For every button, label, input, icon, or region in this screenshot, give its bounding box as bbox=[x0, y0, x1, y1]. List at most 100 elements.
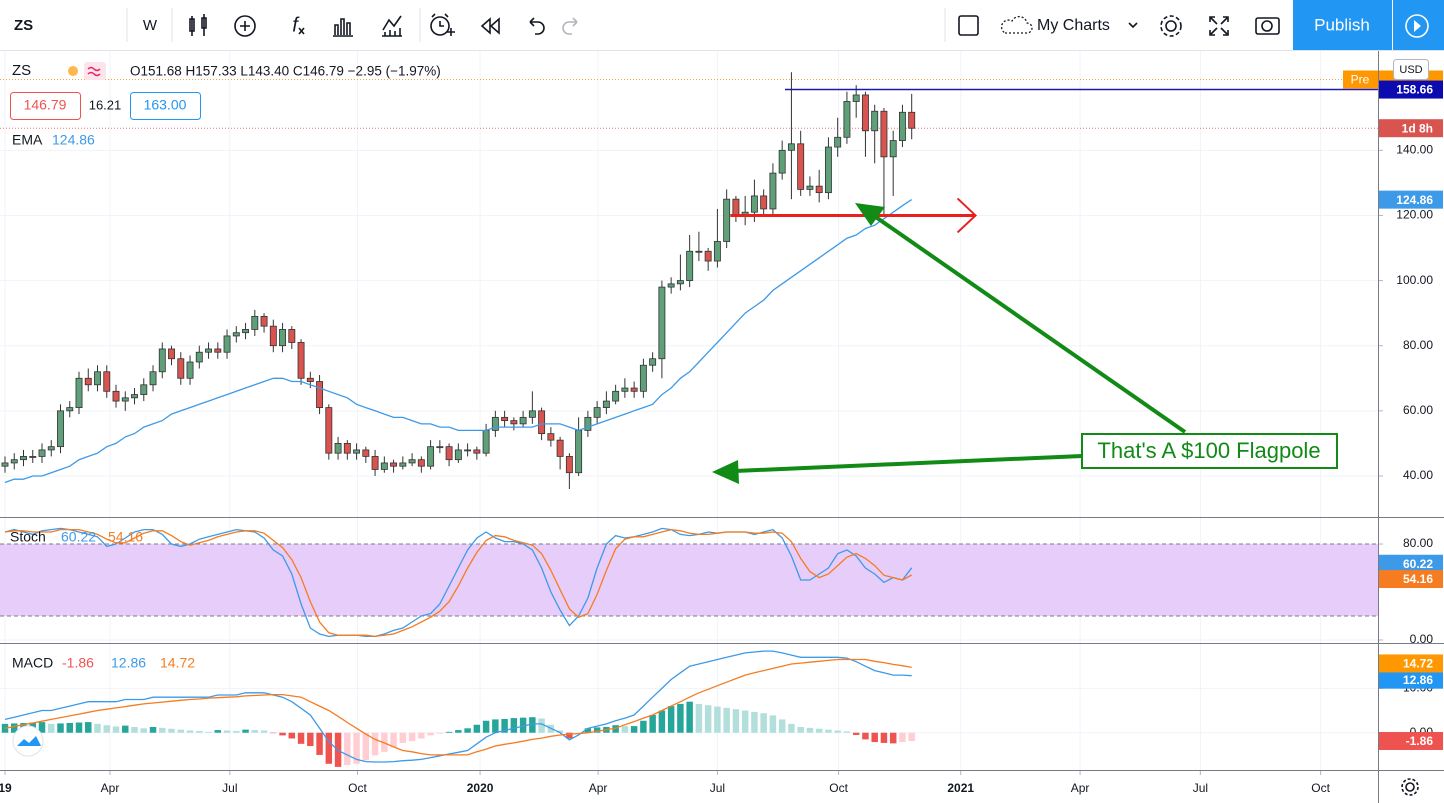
macd-badge-bg bbox=[1379, 670, 1443, 689]
candle-body bbox=[649, 358, 657, 366]
macd-histogram-bar bbox=[122, 725, 129, 733]
toolbar-bg bbox=[0, 0, 1444, 50]
macd-histogram-bar bbox=[640, 720, 647, 733]
redo-button[interactable] bbox=[562, 17, 578, 35]
stoch-legend-name: Stoch bbox=[10, 529, 46, 545]
templates-button[interactable] bbox=[333, 18, 353, 37]
macd-histogram-bar bbox=[815, 728, 823, 733]
publish-button[interactable]: Publish bbox=[1293, 0, 1392, 50]
indicators-button[interactable]: f bbox=[292, 14, 305, 36]
my-charts-button[interactable]: My Charts bbox=[1000, 15, 1138, 35]
macd-line bbox=[4, 650, 912, 763]
candle-body bbox=[686, 250, 694, 281]
macd-hist-badge-bg bbox=[1379, 731, 1443, 750]
strategy-button[interactable] bbox=[382, 15, 402, 37]
candle-body bbox=[621, 387, 629, 392]
candle-body bbox=[131, 394, 138, 399]
replay-button[interactable] bbox=[480, 17, 500, 35]
macd-histogram-bar bbox=[436, 732, 444, 734]
x-tick-label: 2021 bbox=[947, 781, 974, 795]
flagpole-annotation: That's A $100 Flagpole bbox=[712, 203, 1338, 484]
macd-histogram-bar bbox=[732, 709, 740, 733]
macd-histogram-bar bbox=[825, 729, 832, 733]
macd-histogram-bar bbox=[168, 728, 175, 733]
macd-histogram-bar bbox=[880, 732, 888, 743]
macd-histogram-bar bbox=[297, 732, 305, 744]
macd-histogram-bar bbox=[112, 726, 120, 733]
macd-histogram-bar bbox=[723, 707, 730, 733]
candle-body bbox=[47, 446, 55, 451]
macd-histogram-bar bbox=[48, 723, 55, 733]
y-tick-label: 80.00 bbox=[1403, 536, 1433, 550]
candle-body bbox=[103, 371, 111, 392]
compare-button[interactable] bbox=[234, 15, 256, 37]
pre-badge-bg bbox=[1343, 70, 1378, 89]
interval-button[interactable]: W bbox=[143, 17, 158, 34]
macd-histogram-bar bbox=[649, 714, 656, 733]
x-tick-label: Apr bbox=[1071, 781, 1090, 795]
macd-histogram-bar bbox=[686, 701, 693, 733]
layout-button[interactable] bbox=[958, 15, 979, 36]
symbol-search[interactable]: ZS bbox=[14, 17, 33, 34]
countdown-badge: 1d 8h bbox=[1402, 121, 1433, 135]
candle-body bbox=[519, 416, 527, 425]
snapshot-button[interactable] bbox=[1255, 17, 1280, 35]
chart-type-button[interactable] bbox=[189, 14, 207, 36]
settings-gear[interactable] bbox=[1401, 778, 1419, 796]
macd-histogram-bar bbox=[667, 706, 675, 733]
candle-body bbox=[214, 348, 222, 353]
macd-histogram-bar bbox=[316, 732, 323, 755]
candle-body bbox=[362, 449, 370, 457]
candle-body bbox=[417, 459, 425, 467]
candle-body bbox=[84, 377, 92, 386]
publish-label: Publish bbox=[1314, 15, 1370, 34]
stoch-badge-bg bbox=[1379, 554, 1443, 573]
macd-histogram-bar bbox=[307, 732, 314, 747]
x-tick-label: Apr bbox=[589, 781, 608, 795]
candle-body bbox=[732, 198, 740, 216]
fullscreen-button[interactable] bbox=[1209, 16, 1229, 36]
annotation-box bbox=[1081, 433, 1338, 469]
macd-histogram-bar bbox=[186, 730, 194, 733]
macd-histogram-bar bbox=[464, 728, 471, 733]
candle-body bbox=[205, 348, 212, 353]
candle-body bbox=[57, 410, 64, 448]
stoch-badge-bg bbox=[1379, 570, 1443, 589]
undo-button[interactable] bbox=[529, 17, 545, 35]
macd-histogram-bar bbox=[85, 722, 92, 733]
macd-histogram-bar bbox=[760, 713, 767, 733]
x-tick-label: Oct bbox=[1311, 781, 1330, 795]
candle-body bbox=[861, 94, 869, 132]
macd-histogram-bar bbox=[538, 718, 545, 733]
candle-body bbox=[778, 149, 786, 174]
stream-button[interactable] bbox=[1393, 0, 1444, 50]
candle-body bbox=[149, 371, 157, 386]
candle-body bbox=[491, 416, 499, 431]
candle-body bbox=[66, 407, 74, 412]
macd-histogram-bar bbox=[353, 732, 360, 764]
tv-logo bbox=[12, 725, 44, 757]
my-charts-label: My Charts bbox=[1037, 17, 1110, 34]
alert-button[interactable] bbox=[430, 13, 455, 36]
settings-button[interactable] bbox=[1160, 15, 1182, 37]
x-tick-label: Jul bbox=[710, 781, 725, 795]
buy-button[interactable] bbox=[130, 92, 201, 120]
candle-body bbox=[390, 462, 398, 467]
level-badge: 158.66 bbox=[1396, 83, 1433, 97]
currency-label: USD bbox=[1399, 64, 1422, 76]
candle-body bbox=[288, 329, 296, 343]
candle-body bbox=[445, 446, 453, 461]
macd-histogram-bar bbox=[843, 731, 851, 733]
candle-body bbox=[750, 195, 758, 213]
sell-button[interactable] bbox=[10, 92, 81, 120]
candle-body bbox=[232, 332, 240, 337]
candle-body bbox=[538, 410, 546, 435]
candle-body bbox=[436, 446, 444, 449]
candle-body bbox=[797, 143, 805, 190]
spread: 16.21 bbox=[89, 97, 122, 112]
publish-bg bbox=[1293, 0, 1392, 50]
candle-body bbox=[75, 377, 83, 408]
macd-histogram-bar bbox=[75, 722, 83, 733]
macd-histogram-bar bbox=[566, 732, 573, 739]
candle-body bbox=[630, 387, 638, 392]
